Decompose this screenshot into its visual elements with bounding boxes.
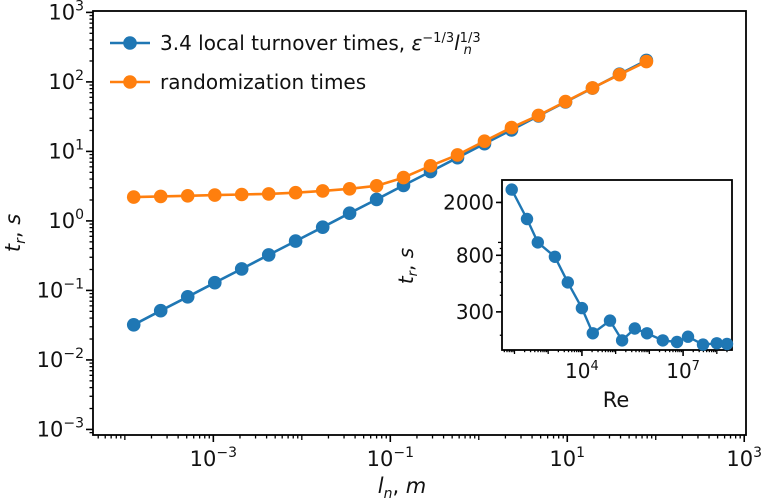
data-point-marker: [531, 236, 544, 249]
inset-x-tick-label: 107: [666, 359, 700, 383]
data-point-marker: [531, 108, 546, 123]
legend-item-2: randomization times: [110, 70, 366, 94]
inset-y-tick-label: 2000: [443, 190, 494, 214]
data-point-marker: [342, 206, 357, 220]
data-point-marker: [681, 330, 695, 343]
data-point-marker: [234, 262, 249, 276]
data-point-marker: [585, 81, 600, 95]
data-point-marker: [720, 337, 734, 351]
data-point-marker: [628, 322, 641, 335]
data-point-marker: [369, 192, 384, 207]
data-point-marker: [639, 54, 654, 69]
data-point-marker: [477, 134, 492, 148]
data-point-marker: [208, 275, 222, 290]
legend-label: 3.4 local turnover times, ε−1/3l1/3 n: [160, 31, 481, 58]
inset-axes: 104 107 2000 800 300 Re tr, s: [394, 179, 734, 412]
main-plot-frame: [92, 10, 747, 436]
main-y-tick-label: 103: [48, 0, 84, 24]
main-y-tick-label: 10−1: [37, 276, 84, 302]
main-y-tick-label: 10−3: [37, 415, 84, 441]
main-xlabel: ln, m: [378, 474, 427, 502]
main-ylabel: tr, s: [1, 214, 29, 252]
data-point-marker: [586, 327, 599, 340]
data-point-marker: [615, 334, 629, 347]
data-point-marker: [208, 188, 222, 202]
data-point-marker: [640, 327, 654, 340]
main-x-tick-label: 10−1: [367, 445, 414, 471]
data-point-marker: [234, 187, 249, 202]
data-point-marker: [696, 338, 710, 351]
data-point-marker: [505, 183, 518, 196]
data-point-marker: [261, 187, 276, 201]
data-point-marker: [548, 250, 562, 263]
main-y-tick-label: 102: [48, 68, 84, 94]
data-point-marker: [603, 314, 617, 327]
data-point-marker: [558, 94, 573, 109]
data-point-marker: [126, 190, 141, 204]
series-orange-main: [126, 54, 654, 204]
data-point-marker: [180, 290, 195, 304]
data-point-marker: [342, 182, 357, 196]
data-point-marker: [520, 212, 534, 226]
legend: 3.4 local turnover times, ε−1/3l1/3 n rand…: [110, 31, 481, 94]
legend-item-1: 3.4 local turnover times, ε−1/3l1/3 n: [110, 31, 481, 58]
data-point-marker: [504, 120, 519, 135]
main-x-tick-label: 101: [549, 445, 585, 471]
data-point-marker: [126, 318, 141, 332]
data-point-marker: [670, 335, 684, 349]
inset-plot-frame: [501, 179, 733, 351]
main-x-tick-label: 10−3: [190, 445, 237, 471]
inset-background: [502, 180, 732, 350]
data-point-marker: [315, 220, 330, 234]
data-point-marker: [153, 303, 168, 318]
data-point-marker: [575, 301, 589, 315]
legend-key-marker: [123, 36, 137, 50]
series-blue-inset: [505, 183, 734, 351]
legend-label: randomization times: [160, 70, 366, 94]
data-point-marker: [561, 276, 574, 289]
main-y-tick-label: 101: [48, 137, 84, 163]
data-point-marker: [656, 334, 669, 347]
data-point-marker: [423, 159, 438, 173]
main-y-tick-label: 100: [48, 207, 84, 233]
data-point-marker: [710, 337, 723, 350]
inset-x-tick-label: 104: [565, 359, 599, 383]
inset-ylabel: tr, s: [394, 248, 421, 284]
data-point-marker: [450, 148, 465, 162]
data-point-marker: [261, 248, 276, 262]
data-point-marker: [288, 234, 303, 248]
inset-xlabel: Re: [603, 388, 630, 412]
data-point-marker: [180, 189, 195, 203]
data-point-marker: [153, 189, 168, 204]
data-point-marker: [612, 67, 627, 82]
data-point-marker: [315, 184, 330, 198]
data-point-marker: [288, 185, 303, 200]
main-y-tick-label: 10−2: [37, 346, 84, 372]
legend-key-marker: [123, 75, 137, 89]
inset-y-tick-label: 800: [456, 243, 494, 267]
data-point-marker: [369, 179, 384, 193]
data-point-marker: [396, 170, 411, 185]
inset-y-tick-label: 300: [456, 300, 494, 324]
main-x-tick-label: 103: [726, 445, 762, 471]
